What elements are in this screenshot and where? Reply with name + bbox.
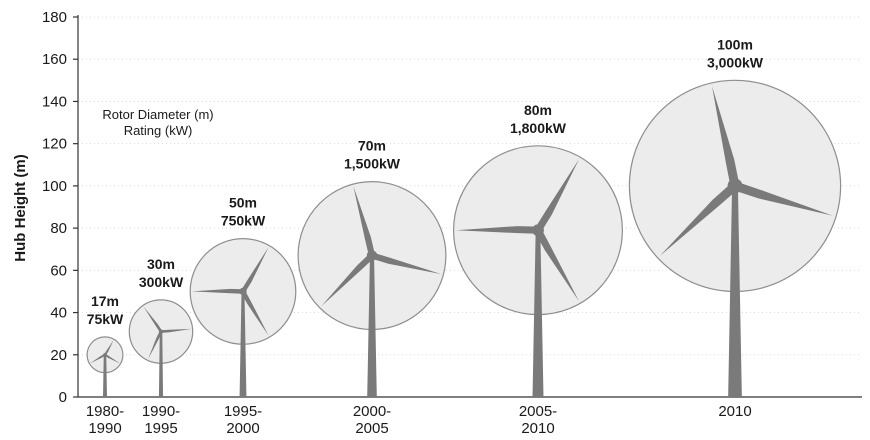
rating-label: 75kW: [87, 311, 124, 327]
blade: [371, 252, 442, 275]
rotor-diameter-label: 100m: [717, 36, 753, 52]
turbine: [86, 336, 124, 397]
x-category-label: 1990-: [142, 403, 180, 420]
rating-label: 1,800kW: [510, 120, 567, 136]
tower: [367, 255, 377, 397]
rotor-diameter-label: 70m: [358, 138, 386, 154]
x-category-label: 2010: [718, 403, 751, 420]
blade: [191, 288, 243, 294]
rotor-diameter-label: 80m: [524, 102, 552, 118]
hub: [239, 287, 247, 296]
tower: [158, 331, 164, 397]
blade: [148, 331, 163, 360]
blade: [733, 181, 833, 216]
blade: [143, 306, 163, 333]
tower: [103, 354, 107, 397]
legend-rotor-diameter: Rotor Diameter (m): [102, 107, 213, 122]
labels: 17m 75kW 1980-1990 30m 300kW 1990-1995 50m 750k…: [86, 36, 764, 437]
blade: [321, 253, 375, 307]
y-tick-label: 40: [50, 305, 67, 322]
blade: [241, 290, 269, 336]
x-category-label: 1990: [88, 420, 121, 437]
x-category-label: 1995: [144, 420, 177, 437]
rotor-diameter-label: 50m: [229, 195, 257, 211]
y-tick-label: 100: [42, 178, 67, 195]
blade: [104, 339, 114, 356]
blade: [160, 328, 192, 333]
rating-label: 300kW: [139, 274, 184, 290]
x-category-label: 2010: [521, 420, 554, 437]
y-tick-label: 140: [42, 93, 67, 110]
rotor-diameter-label: 17m: [91, 293, 119, 309]
blade: [89, 353, 106, 364]
legend-rating: Rating (kW): [124, 123, 193, 138]
x-category-label: 2000: [226, 420, 259, 437]
y-tick-label: 120: [42, 136, 67, 153]
turbine: [628, 79, 842, 397]
x-category-label: 2005-: [519, 403, 557, 420]
tower: [239, 291, 247, 397]
hub: [366, 250, 378, 261]
turbine: [453, 145, 624, 397]
y-tick-label: 60: [50, 262, 67, 279]
rating-label: 750kW: [221, 213, 266, 229]
hub: [532, 224, 544, 237]
blade: [456, 226, 538, 234]
hub: [158, 329, 164, 334]
turbine: [128, 299, 194, 397]
blade: [104, 353, 121, 364]
blade: [534, 159, 579, 232]
y-tick-label: 160: [42, 51, 67, 68]
y-axis-label: Hub Height (m): [12, 154, 29, 261]
y-tick-label: 180: [42, 9, 67, 26]
turbine: [297, 181, 447, 397]
blade: [241, 247, 269, 293]
turbine: [189, 238, 297, 397]
rating-label: 1,500kW: [344, 156, 401, 172]
tower: [728, 185, 742, 397]
y-tick-label: 0: [59, 389, 67, 406]
legend: Rotor Diameter (m) Rating (kW): [102, 107, 213, 138]
blade: [534, 228, 579, 302]
hub: [103, 352, 107, 357]
y-tick-label: 80: [50, 220, 67, 237]
blade: [660, 182, 739, 256]
x-category-label: 1980-: [86, 403, 124, 420]
x-category-label: 2005: [355, 420, 388, 437]
y-tick-label: 20: [50, 347, 67, 364]
x-category-label: 2000-: [353, 403, 391, 420]
x-category-label: 1995-: [224, 403, 262, 420]
rating-label: 3,000kW: [707, 54, 764, 70]
rotor-diameter-label: 30m: [147, 256, 175, 272]
turbines: [86, 79, 842, 397]
tower: [532, 230, 544, 397]
hub: [727, 178, 743, 194]
blade: [712, 86, 740, 187]
blade: [353, 186, 375, 257]
